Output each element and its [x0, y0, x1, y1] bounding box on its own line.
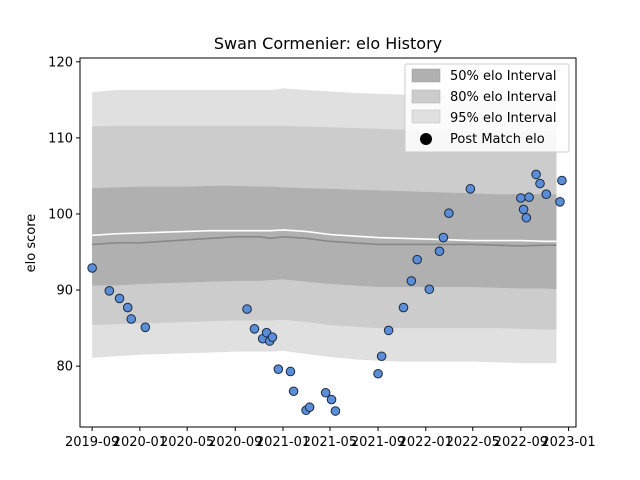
data-point: [406, 276, 417, 286]
data-point: [424, 284, 435, 295]
data-point: [288, 386, 299, 397]
interval-bands: [92, 88, 557, 364]
legend-swatch-50-interval: [411, 68, 441, 83]
data-point: [326, 394, 337, 405]
data-point: [383, 325, 394, 336]
data-point: [304, 402, 315, 413]
y-axis-label: elo score: [24, 214, 39, 273]
data-point: [434, 246, 445, 257]
data-point: [140, 322, 151, 333]
data-point: [104, 286, 115, 296]
data-point: [465, 184, 476, 194]
data-point: [373, 368, 383, 379]
data-point: [555, 197, 565, 207]
data-point: [87, 263, 97, 273]
x-tick-label: 2020-01: [113, 435, 167, 450]
y-tick-label: 100: [48, 207, 73, 222]
post-match-points: [87, 169, 567, 416]
data-point: [518, 204, 529, 215]
median-line: [92, 235, 557, 247]
data-point: [273, 364, 284, 374]
data-point: [516, 193, 526, 203]
data-point: [267, 332, 278, 343]
data-point: [242, 304, 252, 314]
data-point: [249, 324, 260, 334]
legend-label-post-match: Post Match elo: [450, 132, 545, 147]
data-point: [126, 314, 137, 324]
data-point: [376, 351, 387, 362]
data-point: [541, 189, 552, 199]
data-point: [412, 254, 422, 265]
legend-box: [404, 63, 570, 153]
band-50-interval: [92, 185, 557, 290]
chart-title: Swan Cormenier: elo History: [214, 34, 442, 53]
data-point: [524, 192, 534, 203]
x-tick-label: 2022-01: [399, 435, 453, 450]
legend-marker-post-match: [420, 133, 432, 145]
data-point: [285, 366, 296, 377]
data-point: [398, 302, 409, 313]
data-point: [438, 232, 449, 243]
x-tick-label: 2022-09: [494, 435, 548, 450]
mean-line: [92, 229, 557, 243]
data-point: [320, 387, 331, 398]
legend-label-50-interval: 50% elo Interval: [450, 69, 557, 84]
y-tick-label: 120: [48, 55, 73, 70]
data-point: [114, 293, 125, 304]
data-point: [444, 208, 454, 219]
trend-lines: [92, 229, 557, 247]
y-tick-label: 110: [48, 131, 73, 146]
data-point: [330, 406, 341, 416]
x-axis: 2019-092020-012020-052020-092021-012021-…: [65, 427, 596, 450]
legend-label-95-interval: 95% elo Interval: [450, 111, 557, 126]
data-point: [531, 169, 541, 180]
plot-frame: [79, 57, 577, 428]
x-tick-label: 2020-05: [160, 435, 214, 450]
x-tick-label: 2022-05: [446, 435, 500, 450]
legend-swatch-80-interval: [411, 89, 441, 104]
data-point: [521, 212, 532, 223]
x-tick-label: 2019-09: [65, 435, 119, 450]
x-tick-label: 2020-09: [208, 435, 262, 450]
x-tick-label: 2021-09: [351, 435, 405, 450]
x-tick-label: 2021-05: [303, 435, 357, 450]
y-tick-label: 80: [56, 360, 73, 375]
data-point: [557, 175, 567, 186]
legend-swatch-95-interval: [411, 109, 441, 124]
x-tick-label: 2023-01: [541, 435, 595, 450]
x-tick-label: 2021-01: [256, 435, 310, 450]
y-tick-label: 90: [56, 284, 73, 299]
legend: 50% elo Interval 80% elo Interval 95% el…: [404, 63, 570, 153]
data-point: [122, 302, 133, 313]
legend-label-80-interval: 80% elo Interval: [450, 90, 557, 105]
y-axis: 80 90 100 110 120: [48, 55, 80, 375]
data-point: [535, 178, 545, 189]
